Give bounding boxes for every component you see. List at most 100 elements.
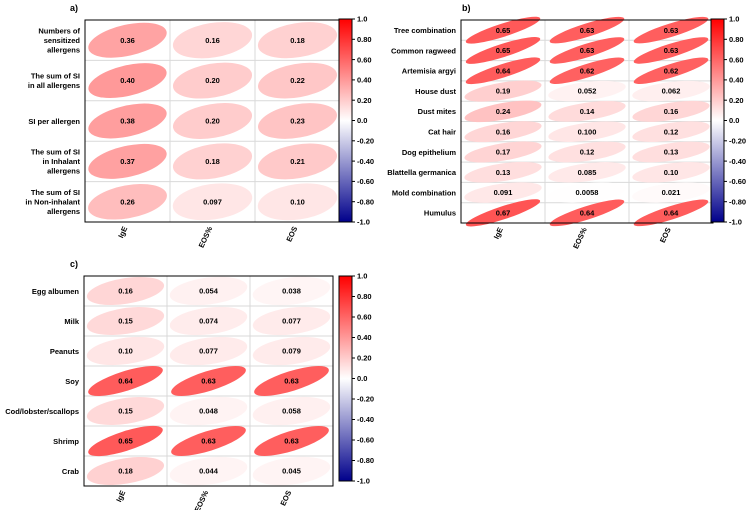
correlation-ellipse: [465, 57, 541, 85]
cell-value: 0.36: [120, 36, 135, 45]
correlation-ellipse: [632, 141, 710, 163]
row-label: House dust: [415, 87, 456, 96]
cell-value: 0.12: [664, 127, 679, 136]
colorbar-tick-label: 0.40: [357, 76, 372, 85]
correlation-ellipse: [88, 63, 167, 99]
correlation-ellipse: [252, 306, 331, 336]
row-label-line: Crab: [62, 467, 80, 476]
correlation-ellipse: [632, 161, 710, 183]
cell-value: 0.10: [118, 347, 133, 356]
row-label-line: Cod/lobster/scallops: [5, 407, 79, 416]
cell-value: 0.10: [664, 168, 679, 177]
colorbar-tick-label: 0.40: [357, 333, 372, 342]
row-label-line: allergens: [47, 46, 80, 55]
colorbar-tick-label: -0.20: [729, 137, 746, 146]
cell-value: 0.0058: [576, 188, 599, 197]
row-label-line: allergens: [47, 207, 80, 216]
colorbar-tick-label: -1.0: [729, 218, 742, 227]
cell-value: 0.63: [201, 437, 216, 446]
plot-frame: [83, 275, 334, 487]
correlation-ellipse: [464, 100, 542, 123]
correlation-ellipse: [88, 22, 167, 58]
column-label: IgE: [116, 225, 129, 239]
colorbar-tick-label: -1.0: [357, 477, 370, 486]
cell-value: 0.63: [284, 437, 299, 446]
correlation-ellipse: [171, 426, 246, 456]
cell-value: 0.16: [118, 287, 133, 296]
cell-value: 0.13: [664, 148, 679, 157]
row-label-line: SI per allergen: [28, 117, 80, 126]
row-label-line: in Non-inhalant: [25, 198, 80, 207]
row-label-line: Dust mites: [418, 107, 456, 116]
row-label-line: Dog epithelium: [402, 148, 456, 157]
cell-value: 0.077: [199, 347, 218, 356]
correlation-ellipse: [465, 16, 541, 44]
correlation-ellipse: [633, 199, 709, 227]
row-label: Peanuts: [50, 347, 79, 356]
cell-value: 0.16: [664, 107, 679, 116]
correlation-ellipse: [88, 103, 167, 139]
row-label-line: The sum of SI: [31, 72, 80, 81]
colorbar-tick-label: 0.60: [357, 55, 372, 64]
row-label: Tree combination: [394, 26, 457, 35]
row-label-line: sensitized: [44, 36, 81, 45]
colorbar-tick-label: 0.0: [729, 116, 739, 125]
cell-value: 0.038: [282, 287, 301, 296]
row-label-line: Tree combination: [394, 26, 457, 35]
cell-value: 0.100: [578, 127, 597, 136]
colorbar-tick-label: -0.40: [357, 415, 374, 424]
correlation-ellipse: [169, 306, 248, 336]
correlation-ellipse: [252, 396, 331, 426]
colorbar-tick-label: 0.80: [729, 35, 744, 44]
correlation-ellipse: [632, 121, 710, 143]
colorbar-tick-label: -1.0: [357, 218, 370, 227]
colorbar-tick-label: -0.80: [729, 197, 746, 206]
correlation-ellipse: [464, 161, 542, 183]
row-label-line: Shrimp: [53, 437, 79, 446]
colorbar: [338, 18, 353, 223]
correlation-ellipse: [633, 37, 709, 64]
panel-label: b): [462, 3, 471, 13]
cell-value: 0.21: [290, 157, 305, 166]
row-label-line: Artemisia argyi: [402, 67, 456, 76]
row-label-line: Common ragweed: [391, 46, 456, 55]
correlation-ellipse: [172, 103, 253, 139]
cell-value: 0.23: [290, 117, 305, 126]
correlation-ellipse: [549, 16, 625, 44]
row-label: Soy: [65, 377, 80, 386]
colorbar-tick-label: 0.20: [729, 96, 744, 105]
correlation-ellipse: [257, 143, 338, 180]
row-label-line: Cat hair: [428, 127, 456, 136]
correlation-ellipse: [172, 183, 253, 221]
colorbar-tick-label: -0.80: [357, 197, 374, 206]
correlation-ellipse: [548, 100, 626, 122]
cell-value: 0.16: [496, 127, 511, 136]
cell-value: 0.64: [496, 66, 511, 75]
cell-value: 0.074: [199, 317, 219, 326]
cell-value: 0.22: [290, 76, 305, 85]
colorbar-tick-label: 0.80: [357, 292, 372, 301]
cell-value: 0.65: [496, 46, 511, 55]
colorbar-tick-label: 0.40: [729, 76, 744, 85]
correlation-ellipse: [257, 22, 338, 59]
row-label: The sum of SI in all allergens: [28, 72, 80, 91]
cell-value: 0.19: [496, 87, 511, 96]
panel-label: a): [70, 3, 78, 13]
correlation-ellipse: [86, 276, 165, 306]
cell-value: 0.085: [578, 168, 597, 177]
correlation-ellipse: [633, 16, 709, 44]
colorbar-tick-label: 0.60: [729, 55, 744, 64]
row-label-line: The sum of SI: [31, 188, 80, 197]
row-label: Dust mites: [418, 107, 456, 116]
row-label-line: The sum of SI: [31, 148, 80, 157]
correlation-ellipse: [548, 121, 626, 142]
correlation-ellipse: [252, 336, 331, 366]
cell-value: 0.64: [664, 208, 679, 217]
row-label: SI per allergen: [28, 117, 80, 126]
row-label-line: Mold combination: [392, 188, 457, 197]
correlation-ellipse: [258, 62, 337, 99]
correlation-ellipse: [258, 103, 337, 139]
correlation-ellipse: [169, 276, 248, 306]
correlation-ellipse: [464, 80, 542, 102]
colorbar-tick-label: -0.20: [357, 395, 374, 404]
